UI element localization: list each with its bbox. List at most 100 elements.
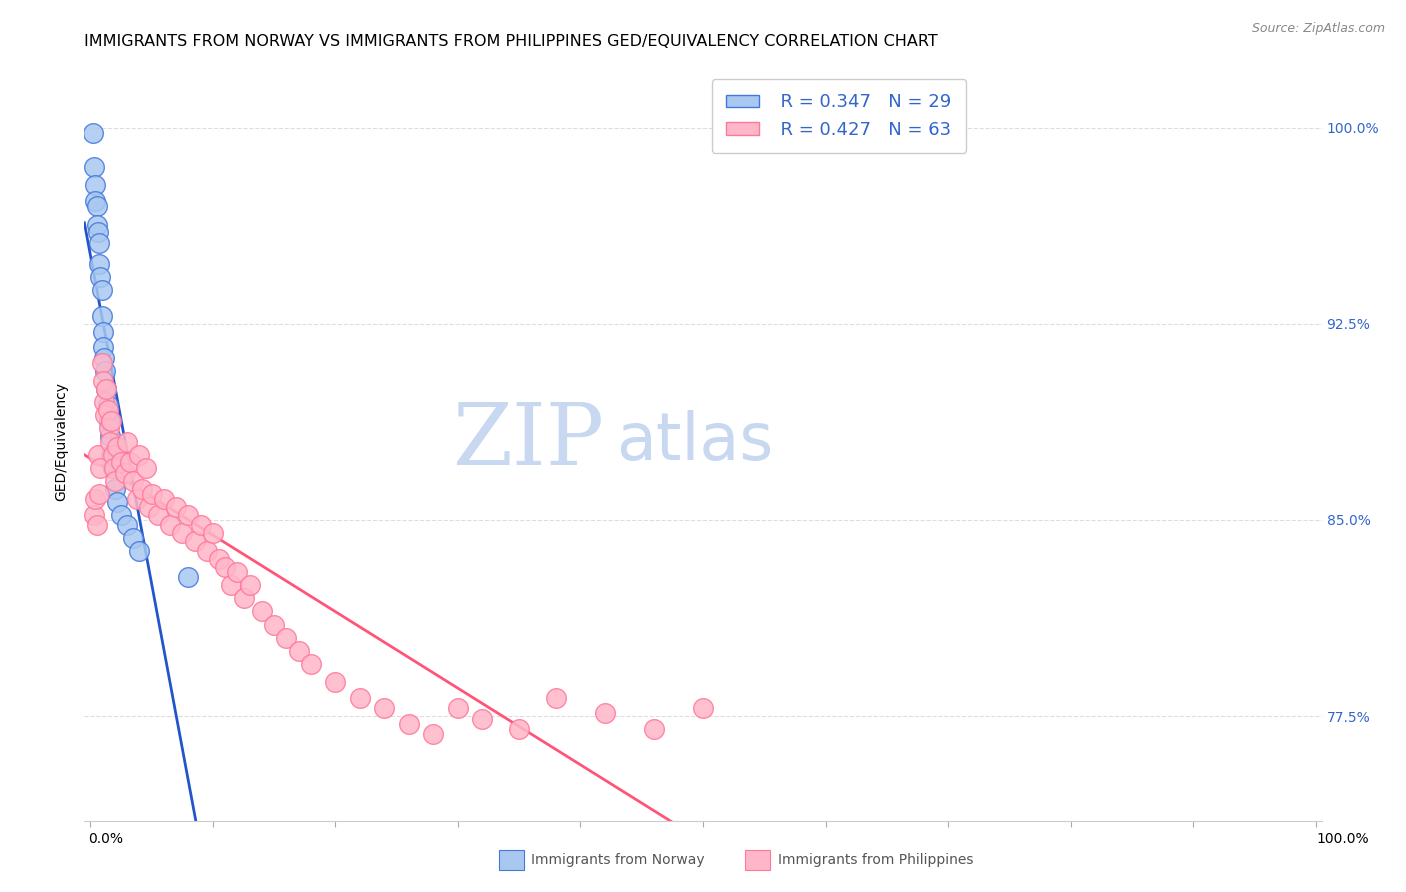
Point: [84, 178, 107, 193]
Point: [89, 269, 111, 284]
Legend:   R = 0.347   N = 29,   R = 0.427   N = 63: R = 0.347 N = 29, R = 0.427 N = 63: [711, 79, 966, 153]
Point: [101, 448, 124, 462]
Point: [91, 375, 114, 389]
Point: [97, 421, 120, 435]
Point: [93, 351, 115, 365]
Point: [125, 491, 148, 506]
Point: [195, 544, 218, 558]
Point: [226, 566, 249, 580]
Point: [190, 518, 212, 533]
Point: [208, 552, 231, 566]
Point: [103, 460, 125, 475]
Point: [135, 460, 157, 475]
Text: atlas: atlas: [616, 409, 773, 474]
Point: [183, 533, 205, 548]
Point: [98, 434, 121, 449]
Point: [692, 701, 714, 715]
Point: [89, 460, 111, 475]
Point: [90, 309, 112, 323]
Point: [118, 455, 141, 469]
Text: Immigrants from Philippines: Immigrants from Philippines: [778, 853, 973, 867]
Point: [104, 474, 127, 488]
Point: [98, 429, 121, 443]
Point: [110, 455, 132, 469]
Text: IMMIGRANTS FROM NORWAY VS IMMIGRANTS FROM PHILIPPINES GED/EQUIVALENCY CORRELATIO: IMMIGRANTS FROM NORWAY VS IMMIGRANTS FRO…: [84, 34, 938, 49]
Point: [128, 544, 150, 558]
Point: [97, 398, 120, 412]
Point: [94, 364, 117, 378]
Point: [91, 340, 114, 354]
Point: [593, 706, 616, 721]
Point: [122, 474, 145, 488]
Point: [165, 500, 187, 514]
Text: Source: ZipAtlas.com: Source: ZipAtlas.com: [1251, 22, 1385, 36]
Point: [115, 434, 138, 449]
Point: [349, 690, 371, 705]
Point: [114, 466, 136, 480]
Point: [107, 440, 129, 454]
Point: [373, 701, 395, 715]
Point: [508, 722, 530, 736]
Point: [214, 560, 236, 574]
Point: [96, 382, 118, 396]
Point: [97, 403, 120, 417]
Point: [94, 409, 117, 423]
Point: [90, 283, 112, 297]
Point: [87, 487, 110, 501]
Point: [398, 717, 420, 731]
Point: [172, 526, 194, 541]
Point: [93, 395, 115, 409]
Point: [276, 631, 298, 645]
Point: [87, 448, 110, 462]
Point: [422, 727, 444, 741]
Point: [146, 508, 169, 522]
Text: 100.0%: 100.0%: [1316, 832, 1369, 846]
Point: [177, 508, 200, 522]
Point: [101, 460, 124, 475]
Point: [287, 643, 309, 657]
Point: [122, 531, 145, 545]
Point: [643, 722, 665, 736]
Point: [84, 491, 107, 506]
Point: [86, 218, 108, 232]
Point: [201, 526, 224, 541]
Point: [82, 126, 104, 140]
Point: [83, 508, 105, 522]
Point: [84, 194, 107, 208]
Point: [263, 617, 285, 632]
Point: [107, 494, 129, 508]
Point: [159, 518, 181, 533]
Point: [250, 605, 273, 619]
Point: [239, 578, 262, 592]
Point: [87, 257, 110, 271]
Point: [325, 675, 347, 690]
Point: [153, 491, 176, 506]
Point: [100, 414, 122, 428]
Point: [115, 518, 138, 533]
Point: [104, 482, 127, 496]
Point: [128, 448, 150, 462]
Point: [87, 226, 110, 240]
Text: Immigrants from Norway: Immigrants from Norway: [531, 853, 704, 867]
Point: [141, 487, 163, 501]
Point: [544, 690, 567, 705]
Point: [91, 325, 114, 339]
Point: [177, 570, 200, 584]
Point: [299, 657, 322, 671]
Point: [221, 578, 243, 592]
Point: [471, 712, 494, 726]
Point: [447, 701, 470, 715]
Point: [97, 414, 120, 428]
Point: [96, 382, 118, 396]
Point: [87, 235, 110, 250]
Point: [100, 448, 122, 462]
Text: 0.0%: 0.0%: [89, 832, 122, 846]
Point: [83, 160, 105, 174]
Y-axis label: GED/Equivalency: GED/Equivalency: [55, 382, 69, 501]
Point: [110, 508, 132, 522]
Text: ZIP: ZIP: [453, 400, 605, 483]
Point: [86, 199, 108, 213]
Point: [131, 482, 153, 496]
Point: [138, 500, 160, 514]
Point: [232, 591, 254, 606]
